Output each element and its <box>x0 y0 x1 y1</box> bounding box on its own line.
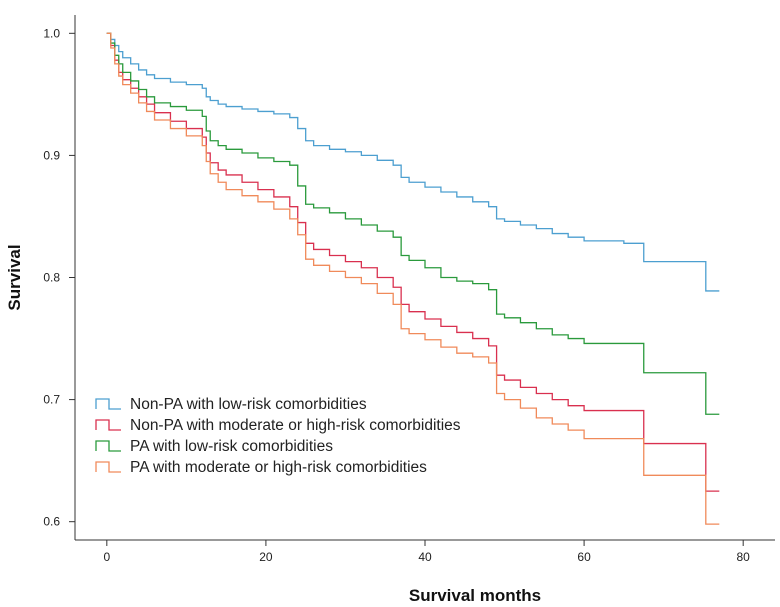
y-tick-label: 1.0 <box>43 26 60 40</box>
series-line-2 <box>106 32 720 492</box>
series-line-3 <box>106 32 720 415</box>
legend-swatch-1 <box>95 398 121 410</box>
x-tick-label: 0 <box>103 550 110 564</box>
survival-curves <box>106 32 720 525</box>
y-tick-label: 0.8 <box>43 271 60 285</box>
tick-marks: 0 20 40 60 80 0.6 0.7 0.8 0.9 1.0 <box>43 26 750 564</box>
x-tick-label: 20 <box>259 550 273 564</box>
series-line-1 <box>106 32 720 292</box>
x-tick-label: 80 <box>737 550 751 564</box>
legend-label-2: Non-PA with moderate or high-risk comorb… <box>130 417 461 434</box>
legend-swatch-2 <box>95 419 121 431</box>
legend-label-3: PA with low-risk comorbidities <box>130 438 333 455</box>
series-line-4 <box>106 32 720 525</box>
legend-swatch-4 <box>95 461 121 473</box>
legend: Non-PA with low-risk comorbidities Non-PA… <box>95 396 461 476</box>
legend-swatch-3 <box>95 440 121 452</box>
x-axis-title: Survival months <box>409 586 541 605</box>
x-tick-label: 40 <box>418 550 432 564</box>
x-tick-label: 60 <box>577 550 591 564</box>
y-tick-label: 0.6 <box>43 515 60 529</box>
legend-label-4: PA with moderate or high-risk comorbidit… <box>130 459 427 476</box>
legend-label-1: Non-PA with low-risk comorbidities <box>130 396 367 413</box>
y-tick-label: 0.7 <box>43 393 60 407</box>
y-axis-title: Survival <box>5 244 24 310</box>
y-tick-label: 0.9 <box>43 148 60 162</box>
